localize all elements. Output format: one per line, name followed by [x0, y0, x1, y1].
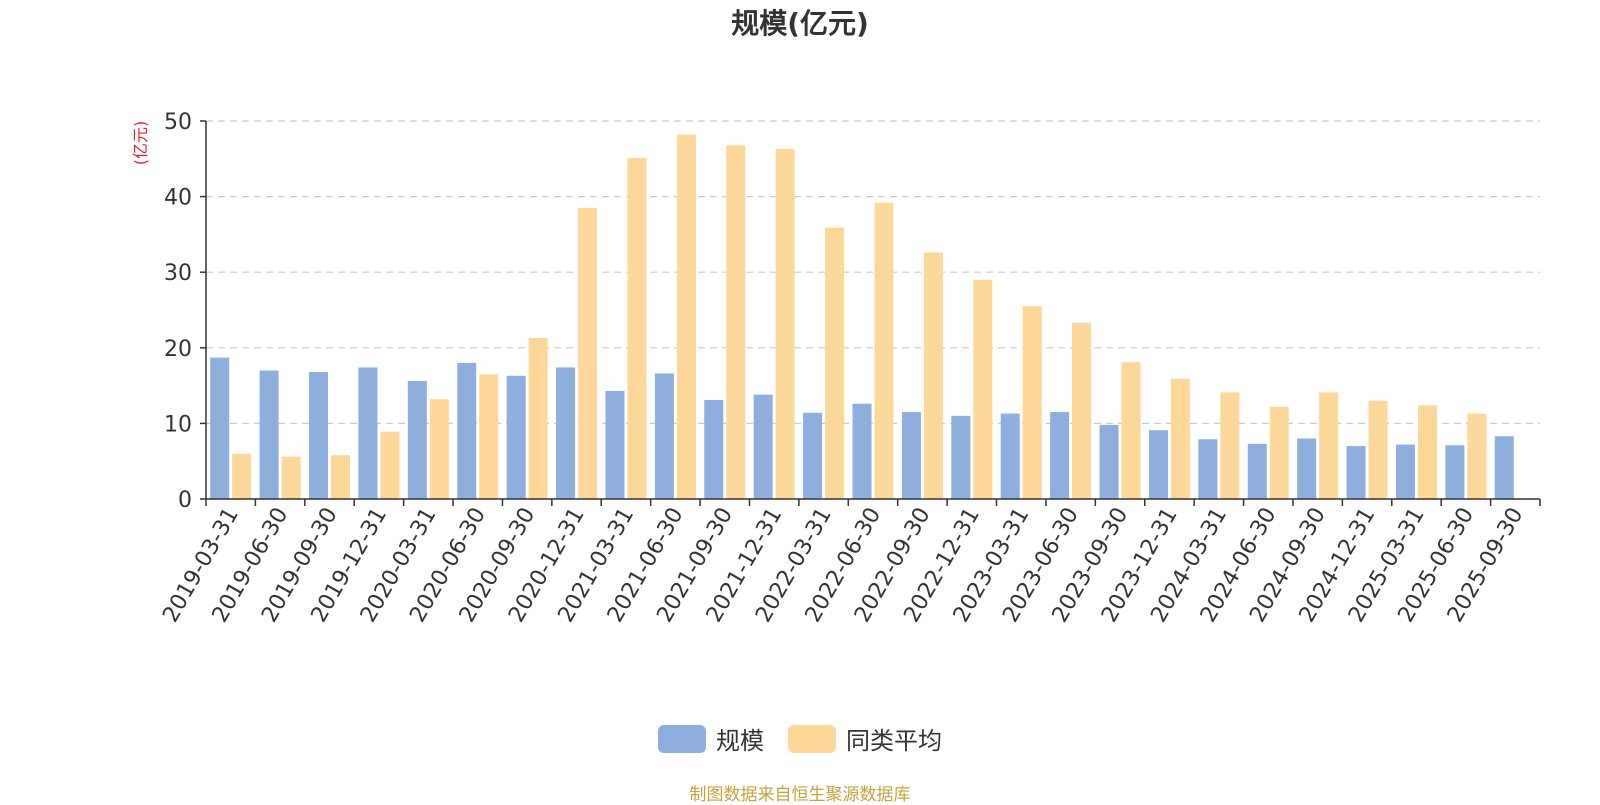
bar-scale[interactable]	[1445, 445, 1465, 499]
y-tick-label: 10	[164, 412, 192, 437]
bar-peer-average[interactable]	[1170, 378, 1190, 499]
bar-peer-average[interactable]	[578, 207, 598, 499]
bar-peer-average[interactable]	[1319, 392, 1339, 499]
bar-peer-average[interactable]	[1072, 322, 1092, 499]
bars	[210, 134, 1514, 500]
bar-scale[interactable]	[1297, 438, 1317, 499]
bar-peer-average[interactable]	[775, 148, 795, 500]
bar-scale[interactable]	[901, 412, 921, 499]
bar-peer-average[interactable]	[1467, 413, 1487, 499]
bar-scale[interactable]	[1247, 443, 1267, 499]
bar-peer-average[interactable]	[1121, 362, 1141, 499]
bar-peer-average[interactable]	[1417, 405, 1437, 499]
grid-lines	[206, 120, 1540, 424]
bar-scale[interactable]	[951, 415, 971, 499]
bar-scale[interactable]	[605, 390, 625, 499]
bar-peer-average[interactable]	[1269, 406, 1289, 499]
legend-label-peer-average: 同类平均	[846, 727, 942, 755]
bar-scale[interactable]	[1346, 446, 1366, 499]
bar-scale[interactable]	[1494, 436, 1514, 499]
bar-peer-average[interactable]	[627, 158, 647, 499]
bar-peer-average[interactable]	[1368, 400, 1388, 499]
bar-scale[interactable]	[753, 394, 773, 499]
bar-peer-average[interactable]	[281, 456, 301, 499]
bar-scale[interactable]	[1050, 412, 1070, 499]
bar-scale[interactable]	[1000, 413, 1020, 499]
y-tick-label: 30	[164, 261, 192, 286]
y-axis-label: (亿元)	[131, 121, 150, 166]
bar-scale[interactable]	[506, 375, 526, 499]
bar-peer-average[interactable]	[825, 227, 845, 499]
bar-scale[interactable]	[210, 357, 230, 499]
legend: 规模 同类平均	[0, 721, 1600, 756]
bar-scale[interactable]	[259, 370, 279, 499]
bar-scale[interactable]	[1198, 439, 1218, 499]
bar-scale[interactable]	[1395, 444, 1415, 499]
legend-swatch-peer-average	[788, 724, 836, 753]
bar-peer-average[interactable]	[479, 374, 499, 499]
bar-peer-average[interactable]	[874, 202, 894, 499]
bar-scale[interactable]	[556, 367, 576, 499]
bar-peer-average[interactable]	[1022, 306, 1042, 499]
bar-scale[interactable]	[852, 403, 872, 499]
bar-peer-average[interactable]	[923, 252, 943, 499]
bar-peer-average[interactable]	[528, 337, 548, 499]
bar-peer-average[interactable]	[232, 453, 252, 499]
bar-peer-average[interactable]	[973, 279, 993, 499]
legend-item-scale[interactable]: 规模	[658, 721, 764, 756]
bar-peer-average[interactable]	[726, 145, 746, 499]
bar-peer-average[interactable]	[380, 431, 400, 499]
bar-scale[interactable]	[457, 362, 477, 499]
bar-scale[interactable]	[803, 412, 823, 499]
bar-peer-average[interactable]	[676, 134, 696, 499]
y-tick-label: 0	[178, 488, 192, 513]
legend-swatch-scale	[658, 724, 706, 753]
y-tick-label: 40	[164, 186, 192, 211]
bar-scale[interactable]	[654, 373, 674, 499]
bar-peer-average[interactable]	[331, 455, 351, 499]
bar-peer-average[interactable]	[429, 399, 449, 499]
bar-scale[interactable]	[1099, 424, 1119, 499]
y-tick-label: 20	[164, 337, 192, 362]
legend-label-scale: 规模	[716, 727, 764, 755]
bar-scale[interactable]	[309, 371, 329, 499]
y-tick-label: 50	[164, 110, 192, 135]
legend-item-peer-average[interactable]: 同类平均	[788, 721, 942, 756]
source-note: 制图数据来自恒生聚源数据库	[689, 785, 911, 805]
bar-scale[interactable]	[704, 399, 724, 499]
bar-peer-average[interactable]	[1220, 392, 1240, 499]
bar-scale[interactable]	[407, 381, 427, 499]
bar-scale[interactable]	[358, 367, 378, 499]
bar-scale[interactable]	[1148, 430, 1168, 499]
chart-title: 规模(亿元)	[731, 7, 869, 40]
